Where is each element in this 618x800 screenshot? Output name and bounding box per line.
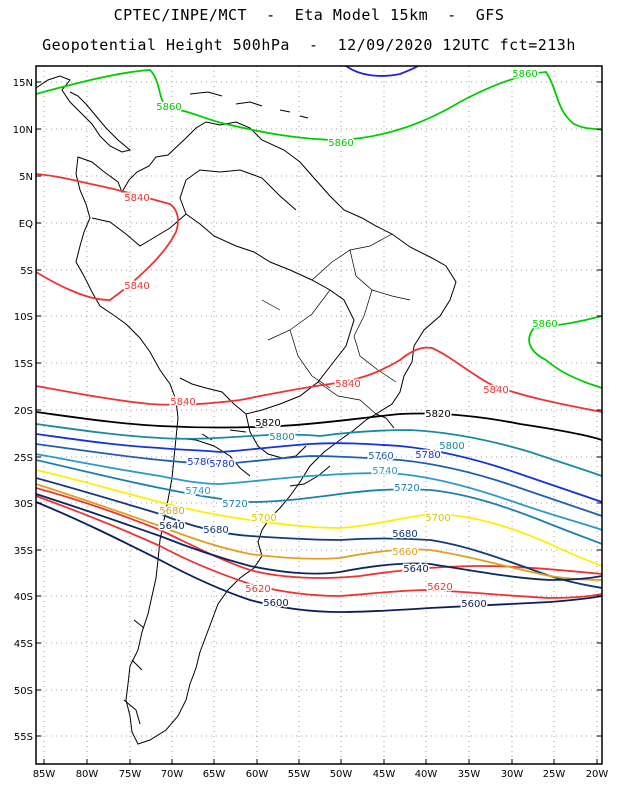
lon-tick-label: 50W: [330, 769, 353, 780]
lon-tick-label: 70W: [161, 769, 184, 780]
caribbean-islands: [189, 91, 309, 119]
contour-label: 5840: [483, 385, 508, 396]
south-america-coastline: [75, 121, 457, 745]
lon-tick-label: 85W: [33, 769, 56, 780]
contour-5720: [36, 459, 602, 545]
contour-label: 5700: [251, 513, 276, 524]
lon-tick-label: 35W: [458, 769, 481, 780]
contour-label: 5780: [187, 457, 212, 468]
contour-5660: [36, 483, 602, 581]
contour-5640: [36, 493, 602, 581]
contour-label: 5800: [439, 441, 464, 452]
contour-label: 5840: [124, 193, 149, 204]
contour-5800: [36, 423, 602, 477]
contour-label: 5680: [203, 525, 228, 536]
contour-label: 5860: [512, 69, 537, 80]
contour-label: 5720: [394, 483, 419, 494]
country-borders: [91, 169, 355, 487]
contour-5780: [36, 433, 602, 503]
lat-tick-label: 15S: [14, 359, 33, 370]
coastlines-borders: [36, 75, 457, 745]
lon-tick-label: 55W: [288, 769, 311, 780]
lon-tick-label: 40W: [415, 769, 438, 780]
contour-label: 5800: [269, 432, 294, 443]
lat-tick-label: 55S: [14, 732, 33, 743]
contour-5620: [36, 495, 602, 599]
lat-tick-label: 15N: [13, 78, 33, 89]
brazil-state-borders: [261, 233, 411, 415]
contour-label: 5780: [209, 459, 234, 470]
contour-labels: 5860 5860 5860 5860 5840 5840 5840 5840 5840 5820…: [123, 68, 559, 612]
contour-label: 5740: [185, 486, 210, 497]
lon-tick-label: 25W: [543, 769, 566, 780]
contour-label: 5860: [156, 102, 181, 113]
lat-tick-label: 10N: [13, 125, 33, 136]
contour-label: 5740: [372, 466, 397, 477]
lon-tick-label: 30W: [501, 769, 524, 780]
lat-tick-label: 25S: [14, 453, 33, 464]
lon-tick-label: 60W: [246, 769, 269, 780]
contour-label: 5620: [427, 582, 452, 593]
contour-label: 5640: [159, 521, 184, 532]
lat-tick-label: 50S: [14, 686, 33, 697]
map-frame: [35, 65, 603, 765]
contour-5740: [36, 453, 602, 531]
lat-tick-label: 35S: [14, 546, 33, 557]
contour-label: 5840: [335, 379, 360, 390]
lon-tick-label: 80W: [76, 769, 99, 780]
contour-5880: [345, 66, 419, 77]
contour-5860-north: [36, 69, 602, 141]
contour-label: 5600: [263, 598, 288, 609]
lon-tick-label: 20W: [586, 769, 609, 780]
contour-label: 5680: [159, 506, 184, 517]
contour-5700: [36, 469, 602, 567]
contour-label: 5680: [392, 529, 417, 540]
lat-tick-label: 10S: [14, 312, 33, 323]
map-background: [36, 66, 602, 764]
central-america-coastline: [36, 75, 132, 153]
contour-label: 5700: [425, 513, 450, 524]
contour-label: 5840: [170, 397, 195, 408]
contour-label: 5860: [328, 138, 353, 149]
lat-tick-label: EQ: [19, 219, 33, 230]
lon-tick-label: 75W: [119, 769, 142, 780]
contour-5840-north: [36, 173, 179, 301]
contour-label: 5780: [415, 450, 440, 461]
lat-tick-label: 40S: [14, 592, 33, 603]
contour-label: 5600: [461, 599, 486, 610]
contour-5760: [36, 443, 602, 517]
contour-5600: [36, 501, 602, 613]
contour-5840-mid: [36, 346, 602, 413]
contour-5860-east: [528, 315, 602, 389]
map-title-line-2: Geopotential Height 500hPa - 12/09/2020 …: [42, 36, 576, 54]
contour-label: 5840: [124, 281, 149, 292]
contour-5680: [36, 477, 602, 589]
contour-5820: [36, 411, 602, 441]
contour-label: 5820: [255, 418, 280, 429]
contour-5840-south: [36, 487, 602, 579]
map-title-line-1: CPTEC/INPE/MCT - Eta Model 15km - GFS: [113, 6, 505, 24]
lat-tick-label: 45S: [14, 639, 33, 650]
contour-label: 5860: [532, 319, 557, 330]
contour-label: 5620: [245, 584, 270, 595]
contour-lines: [36, 66, 602, 613]
lat-tick-label: 5N: [19, 172, 33, 183]
contour-label: 5760: [368, 451, 393, 462]
contour-label: 5820: [425, 409, 450, 420]
contour-label: 5720: [222, 499, 247, 510]
contour-label: 5660: [392, 547, 417, 558]
lon-tick-label: 65W: [203, 769, 226, 780]
lat-tick-label: 20S: [14, 406, 33, 417]
coast-details: [123, 413, 395, 725]
axis-ticks: 15N 10N 5N EQ 5S 10S 15S 20S 25S 30S 35S 40S 45S 50S 5…: [13, 78, 609, 780]
contour-label: 5640: [403, 564, 428, 575]
lon-tick-label: 45W: [373, 769, 396, 780]
lat-tick-label: 5S: [20, 266, 33, 277]
lat-tick-label: 30S: [14, 499, 33, 510]
